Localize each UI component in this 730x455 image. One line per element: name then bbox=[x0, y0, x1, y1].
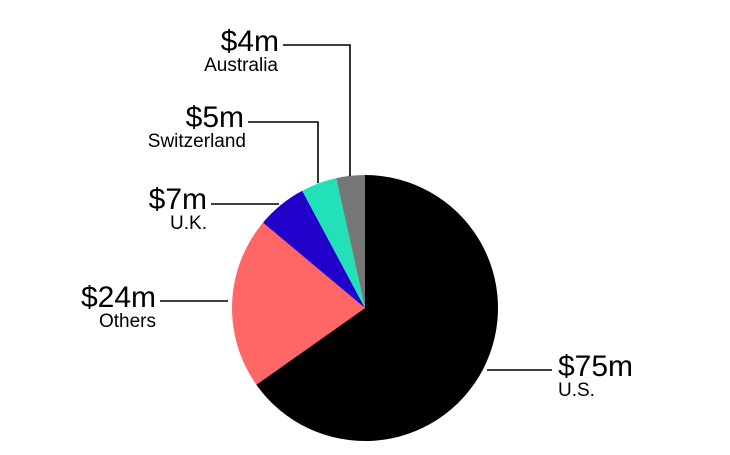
pie-slice-u-k bbox=[262, 190, 365, 308]
pie-slice-others bbox=[232, 222, 365, 385]
value-label-u-k: $7m bbox=[149, 183, 207, 216]
leader-line-australia bbox=[283, 44, 351, 176]
pie-slices bbox=[232, 175, 498, 442]
value-label-australia: $4m bbox=[221, 25, 279, 58]
pie-slice-u-s bbox=[256, 175, 498, 442]
pie-slice-australia bbox=[336, 175, 365, 308]
leader-line-switzerland bbox=[248, 121, 319, 183]
category-label-switzerland: Switzerland bbox=[148, 131, 246, 152]
category-label-u-k: U.K. bbox=[170, 213, 207, 234]
category-label-others: Others bbox=[99, 311, 156, 332]
value-label-switzerland: $5m bbox=[186, 101, 244, 134]
pie-slice-switzerland bbox=[302, 178, 365, 308]
category-label-u-s: U.S. bbox=[558, 380, 595, 401]
value-label-u-s: $75m bbox=[558, 350, 633, 383]
value-label-others: $24m bbox=[81, 281, 156, 314]
category-label-australia: Australia bbox=[204, 55, 278, 76]
